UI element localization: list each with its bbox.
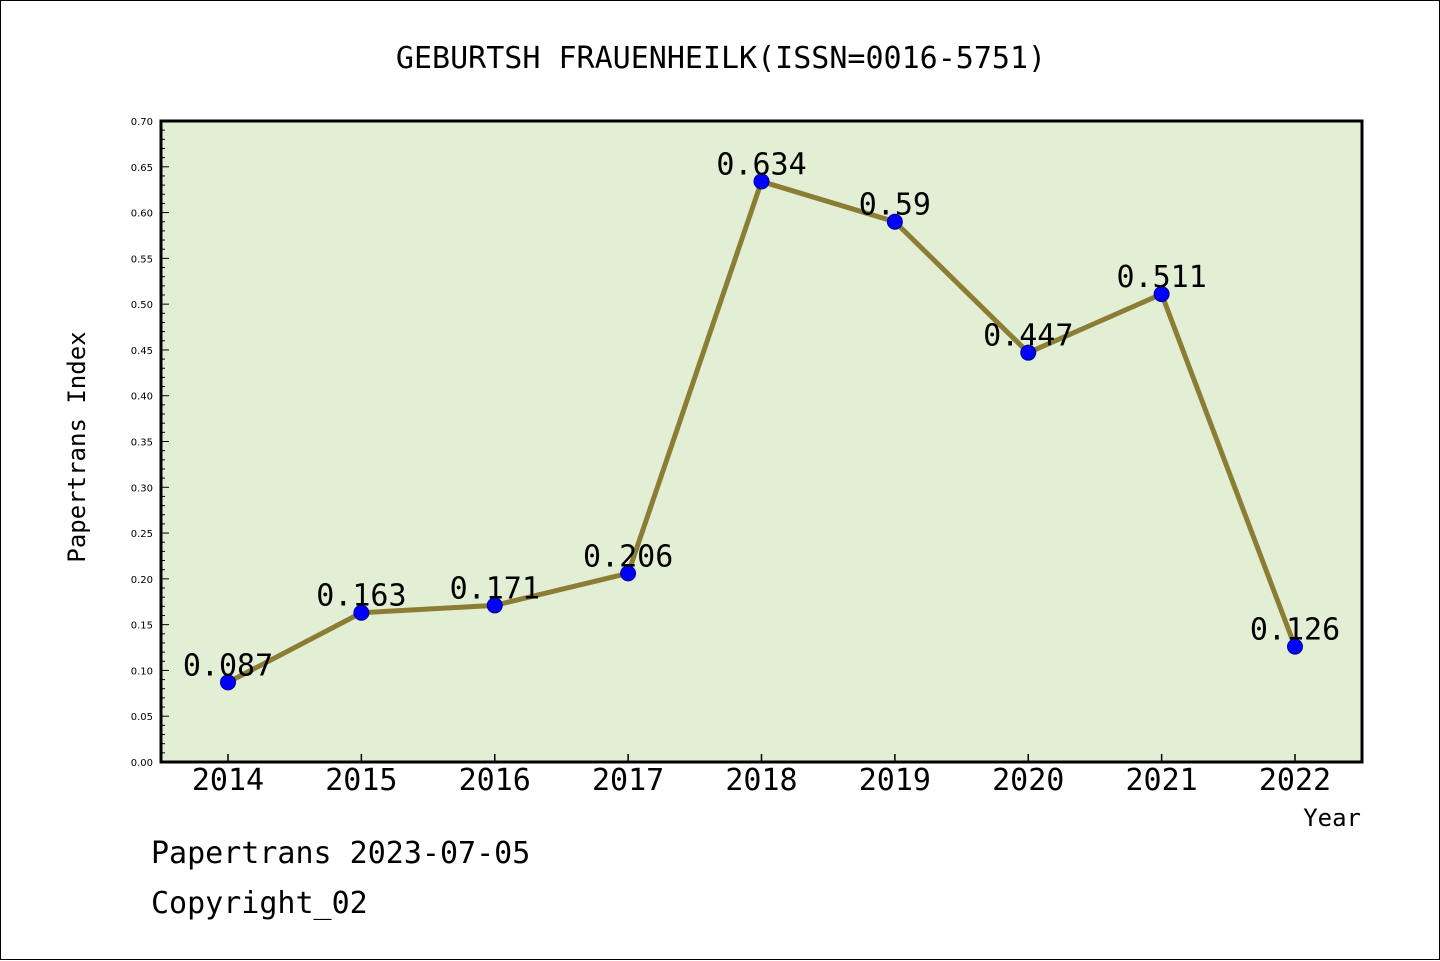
y-tick-label: 0.65	[131, 163, 153, 174]
data-label: 0.206	[583, 539, 673, 574]
y-tick-label: 0.70	[131, 117, 153, 128]
data-point	[620, 565, 637, 582]
y-tick-label: 0.00	[131, 758, 153, 769]
x-tick-label: 2014	[192, 763, 264, 798]
data-point	[753, 173, 770, 190]
y-tick-label: 0.05	[131, 712, 153, 723]
y-tick-label: 0.15	[131, 621, 153, 632]
y-tick-label: 0.50	[131, 300, 153, 311]
x-tick-label: 2015	[325, 763, 397, 798]
y-tick-label: 0.45	[131, 346, 153, 357]
data-label: 0.59	[859, 188, 931, 223]
data-label: 0.171	[450, 571, 540, 606]
data-point	[886, 213, 903, 230]
plot-area	[159, 119, 1364, 764]
y-axis-label: Papertrans Index	[63, 331, 91, 562]
data-label: 0.634	[716, 147, 806, 182]
footer-copyright-text: Copyright_02	[151, 886, 368, 921]
data-label: 0.447	[983, 319, 1073, 354]
x-tick-label: 2018	[725, 763, 797, 798]
chart-title: GEBURTSH FRAUENHEILK(ISSN=0016-5751)	[396, 41, 1046, 76]
data-label: 0.511	[1116, 260, 1206, 295]
data-point	[1153, 286, 1170, 303]
series-layer: 0.087 0.163 0.171 0.206 0.634 0.59 0.447 0.511 0…	[183, 147, 1340, 691]
x-tick-label: 2022	[1259, 763, 1331, 798]
y-axis: 0.00 0.05 0.10 0.15 0.20 0.25 0.30 0.35 0.40 0.45…	[131, 117, 169, 769]
y-tick-label: 0.35	[131, 438, 153, 449]
data-point	[220, 674, 236, 691]
x-tick-label: 2017	[592, 763, 664, 798]
y-tick-label: 0.30	[131, 483, 153, 494]
x-axis-label: Year	[1303, 804, 1361, 832]
y-tick-label: 0.10	[131, 666, 153, 677]
y-tick-label: 0.60	[131, 209, 153, 220]
data-point	[1020, 344, 1037, 361]
x-tick-label: 2019	[859, 763, 931, 798]
data-point	[486, 597, 503, 614]
footer-date-text: Papertrans 2023-07-05	[151, 836, 531, 871]
y-tick-label: 0.40	[131, 392, 153, 403]
x-tick-label: 2016	[459, 763, 531, 798]
y-tick-label: 0.25	[131, 529, 153, 540]
y-tick-label: 0.55	[131, 254, 153, 265]
x-tick-label: 2021	[1126, 763, 1198, 798]
data-label: 0.163	[316, 579, 406, 614]
x-tick-label: 2020	[992, 763, 1064, 798]
data-point	[353, 604, 370, 621]
y-tick-label: 0.20	[131, 575, 153, 586]
data-label: 0.126	[1250, 613, 1340, 648]
data-point	[1287, 638, 1303, 655]
x-axis: 2014 2015 2016 2017 2018 2019 2020 2021 2022	[192, 754, 1331, 798]
data-label: 0.087	[183, 648, 273, 683]
